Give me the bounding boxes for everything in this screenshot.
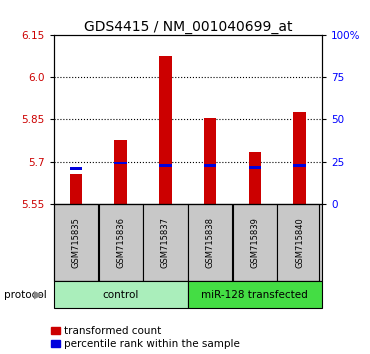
Text: protocol: protocol	[4, 290, 47, 300]
Legend: transformed count, percentile rank within the sample: transformed count, percentile rank withi…	[51, 326, 240, 349]
Bar	[54, 204, 98, 281]
Bar	[233, 204, 277, 281]
Text: GSM715835: GSM715835	[71, 217, 81, 268]
Text: GSM715836: GSM715836	[116, 217, 125, 268]
Bar	[114, 141, 127, 204]
Bar	[98, 204, 143, 281]
Bar	[143, 204, 188, 281]
Bar	[70, 167, 82, 170]
Text: GSM715837: GSM715837	[161, 217, 170, 268]
Text: GSM715840: GSM715840	[295, 217, 304, 268]
Bar	[159, 56, 172, 204]
Text: GSM715839: GSM715839	[250, 217, 259, 268]
Bar	[204, 164, 216, 167]
Bar	[114, 161, 127, 164]
Text: miR-128 transfected: miR-128 transfected	[201, 290, 308, 300]
Bar	[293, 164, 306, 167]
Bar	[54, 281, 188, 308]
Bar	[188, 281, 322, 308]
Text: ▶: ▶	[34, 290, 43, 300]
Text: GSM715838: GSM715838	[206, 217, 215, 268]
Bar	[249, 166, 261, 169]
Bar	[188, 204, 232, 281]
Bar	[293, 113, 306, 204]
Bar	[204, 118, 216, 204]
Bar	[159, 164, 172, 167]
Bar	[70, 174, 82, 204]
Bar	[249, 152, 261, 204]
Title: GDS4415 / NM_001040699_at: GDS4415 / NM_001040699_at	[84, 21, 292, 34]
Text: control: control	[102, 290, 139, 300]
Bar	[278, 204, 322, 281]
